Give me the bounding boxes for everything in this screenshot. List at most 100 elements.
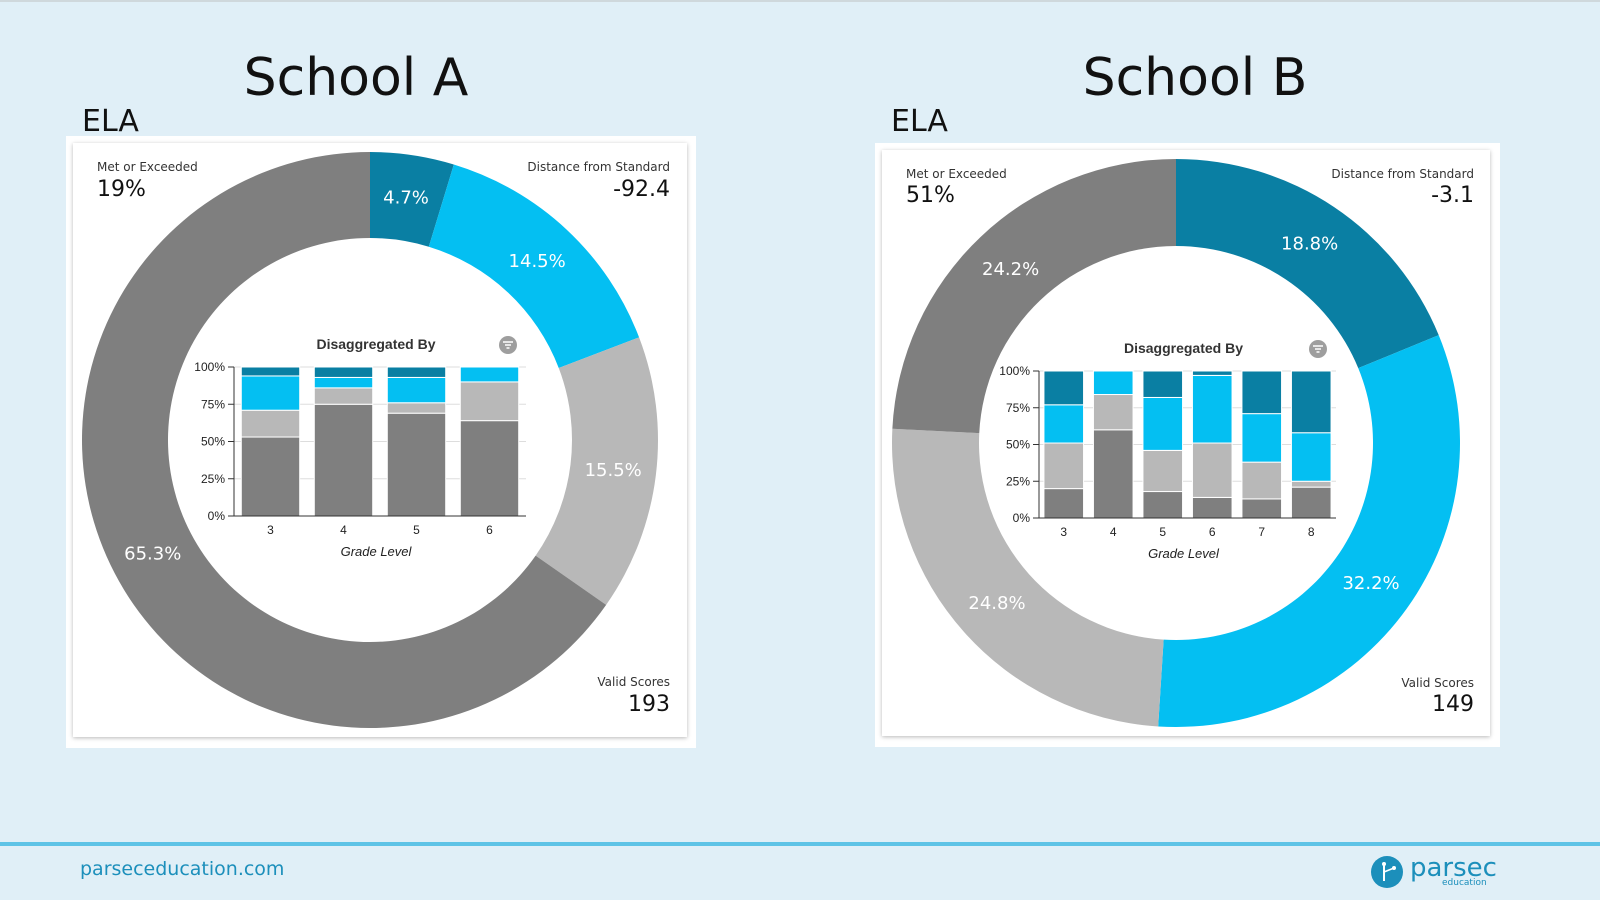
school-b-slice-1 [1158, 335, 1460, 727]
school-b-y-tick-label: 0% [1013, 511, 1031, 525]
school-a-filter-icon[interactable] [499, 336, 517, 354]
school-b-x-tick-label: 8 [1308, 525, 1315, 539]
school-a-met-value: 19% [97, 177, 146, 202]
school-b-subject: ELA [891, 104, 948, 139]
school-a-x-tick-label: 3 [267, 523, 274, 537]
parsec-logo-text: parsec [1410, 853, 1497, 883]
school-a-distance-label: Distance from Standard [527, 160, 670, 174]
school-b-x-tick-label: 7 [1258, 525, 1265, 539]
school-b-filter-icon[interactable] [1309, 340, 1327, 358]
school-b-distance-label: Distance from Standard [1331, 167, 1474, 181]
footer-url[interactable]: parseceducation.com [80, 858, 285, 880]
school-b-slice-label-0: 18.8% [1281, 234, 1338, 255]
school-a-valid-label: Valid Scores [597, 675, 670, 689]
school-b-met-value: 51% [906, 183, 955, 208]
school-b-met-label: Met or Exceeded [906, 167, 1007, 181]
school-a-slice-3 [81, 152, 607, 728]
school-a-bar-4-segment-2 [313, 376, 374, 389]
school-a-bar-3-segment-1 [240, 409, 301, 438]
school-b-x-tick-label: 3 [1060, 525, 1067, 539]
school-a-bar-6-segment-1 [459, 381, 520, 422]
school-a-y-tick-label: 100% [194, 360, 225, 374]
school-a-x-tick-label: 5 [413, 523, 420, 537]
school-b-y-tick-label: 100% [999, 364, 1030, 378]
school-b-bar-6-segment-1 [1191, 442, 1233, 498]
school-b-x-tick-label: 5 [1159, 525, 1166, 539]
school-a-y-tick-label: 75% [201, 397, 225, 411]
school-b-bar-5-segment-3 [1142, 370, 1184, 398]
parsec-logo-icon [1371, 856, 1403, 888]
school-b-bar-6-segment-2 [1191, 374, 1233, 444]
parsec-logo-subtext: education [1442, 878, 1487, 888]
school-b-bar-7-segment-1 [1241, 461, 1283, 500]
school-b-bar-3-segment-2 [1043, 404, 1085, 444]
school-b-bar-8-segment-1 [1290, 480, 1332, 488]
school-b-distance-value: -3.1 [1431, 183, 1474, 208]
school-b-bar-8-segment-3 [1290, 370, 1332, 434]
school-a-met-label: Met or Exceeded [97, 160, 198, 174]
school-b-x-tick-label: 4 [1110, 525, 1117, 539]
school-b-bar-5-segment-0 [1142, 491, 1184, 519]
school-b-slice-label-3: 24.2% [982, 259, 1039, 280]
school-b-slice-label-1: 32.2% [1342, 573, 1399, 594]
school-a-slice-label-3: 65.3% [124, 543, 181, 564]
school-a-title: School A [243, 48, 469, 108]
school-a-slice-label-1: 14.5% [509, 251, 566, 272]
school-a-y-tick-label: 0% [208, 509, 226, 523]
school-a-slice-label-0: 4.7% [383, 188, 429, 209]
school-a-bar-5-segment-3 [386, 366, 447, 378]
school-a-valid-value: 193 [628, 692, 670, 717]
school-b-inner-title: Disaggregated By [1124, 340, 1243, 356]
school-b-bar-5-segment-2 [1142, 396, 1184, 451]
school-a-bar-3-segment-3 [240, 366, 301, 377]
school-b-bar-7-segment-2 [1241, 413, 1283, 463]
school-a-bar-4-segment-3 [313, 366, 374, 378]
school-b-bar-4-segment-0 [1092, 429, 1134, 519]
school-b-bar-7-segment-3 [1241, 370, 1283, 415]
school-a-x-tick-label: 6 [486, 523, 493, 537]
school-b-bar-3-segment-0 [1043, 488, 1085, 519]
school-a-x-axis-label: Grade Level [341, 544, 413, 559]
school-b-donut-chart: 18.8% 32.2% 24.8% 24.2% Disaggregated By 0% 25… [892, 159, 1460, 727]
school-b-title: School B [1082, 48, 1308, 108]
school-b-bar-8-segment-0 [1290, 486, 1332, 519]
school-a-x-tick-label: 4 [340, 523, 347, 537]
school-a-subject: ELA [82, 104, 139, 139]
top-divider [0, 0, 1600, 2]
school-a-slice-0 [370, 152, 454, 247]
school-b-y-tick-label: 50% [1006, 438, 1030, 452]
school-b-x-tick-label: 6 [1209, 525, 1216, 539]
school-b-valid-label: Valid Scores [1401, 676, 1474, 690]
school-b-bar-6-segment-0 [1191, 496, 1233, 519]
school-b-y-tick-label: 75% [1006, 401, 1030, 415]
school-b-bar-7-segment-0 [1241, 498, 1283, 519]
school-a-bar-5-segment-1 [386, 402, 447, 414]
school-a-y-tick-label: 25% [201, 472, 225, 486]
school-b-valid-value: 149 [1432, 692, 1474, 717]
school-b-bar-8-segment-2 [1290, 432, 1332, 482]
school-a-slice-label-2: 15.5% [585, 460, 642, 481]
school-a-y-tick-label: 50% [201, 435, 225, 449]
school-a-bar-4-segment-0 [313, 403, 374, 517]
footer-divider [0, 842, 1600, 846]
school-b-bar-4-segment-2 [1092, 370, 1134, 396]
school-b-bar-6-segment-3 [1191, 370, 1233, 376]
school-a-bar-5-segment-2 [386, 376, 447, 404]
school-a-distance-value: -92.4 [613, 177, 670, 202]
school-b-bar-5-segment-1 [1142, 449, 1184, 493]
school-a-bar-6-segment-0 [459, 420, 520, 517]
school-a-bar-5-segment-0 [386, 412, 447, 517]
school-b-slice-0 [1176, 159, 1439, 369]
school-a-bar-3-segment-0 [240, 436, 301, 517]
school-b-bar-3-segment-3 [1043, 370, 1085, 406]
school-b-bar-4-segment-1 [1092, 394, 1134, 431]
school-a-slice-1 [428, 164, 640, 369]
school-b-slice-label-2: 24.8% [968, 593, 1025, 614]
school-a-donut-chart: 4.7% 14.5% 15.5% 65.3% Disaggregated By 0% 25%… [81, 152, 658, 728]
school-b-x-axis-label: Grade Level [1148, 546, 1220, 561]
school-b-bar-3-segment-1 [1043, 442, 1085, 490]
school-b-y-tick-label: 25% [1006, 474, 1030, 488]
school-a-slice-2 [535, 337, 658, 605]
footer-bottom-strip [0, 900, 1600, 904]
school-a-bar-6-segment-2 [459, 366, 520, 383]
